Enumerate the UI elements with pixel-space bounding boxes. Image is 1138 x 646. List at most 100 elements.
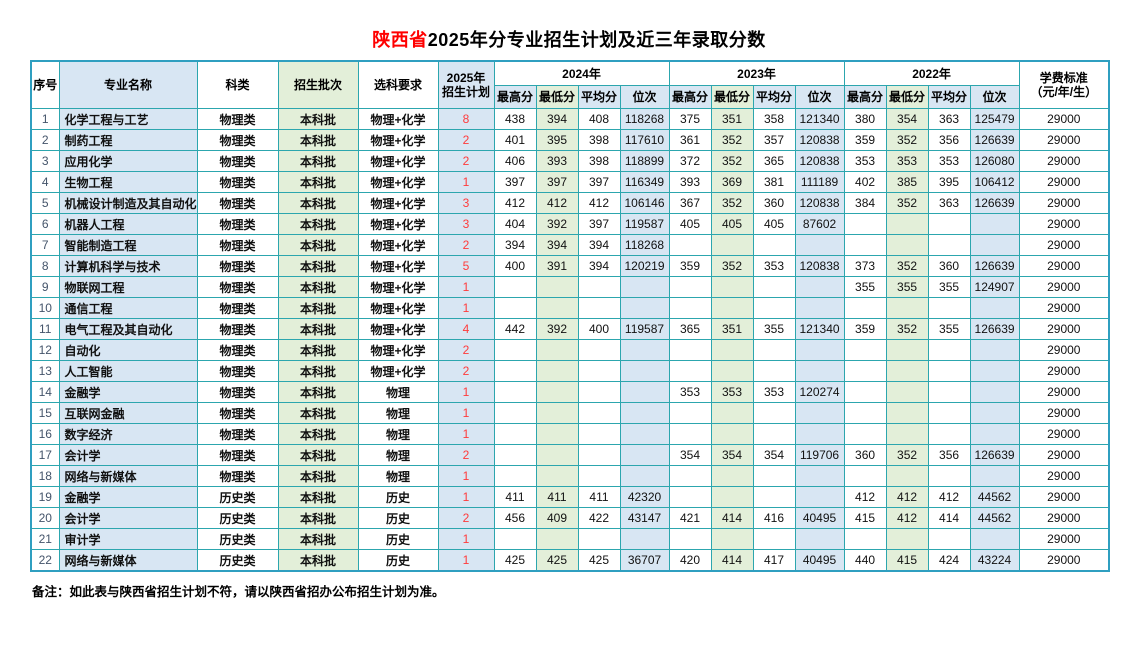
cell-avg-2022 bbox=[927, 360, 971, 382]
cell-no: 12 bbox=[30, 339, 60, 361]
cell-min-2023 bbox=[710, 234, 754, 256]
cell-kelei: 物理类 bbox=[196, 318, 279, 340]
cell-min-2022 bbox=[885, 402, 929, 424]
cell-no: 20 bbox=[30, 507, 60, 529]
cell-rank-2022 bbox=[969, 213, 1020, 235]
cell-rank-2022 bbox=[969, 528, 1020, 550]
cell-max-2023: 354 bbox=[668, 444, 712, 466]
cell-max-2024 bbox=[493, 465, 537, 487]
cell-rank-2023: 40495 bbox=[794, 507, 845, 529]
cell-no: 17 bbox=[30, 444, 60, 466]
cell-min-2024: 392 bbox=[535, 318, 579, 340]
cell-min-2022: 352 bbox=[885, 318, 929, 340]
cell-rank-2022 bbox=[969, 423, 1020, 445]
cell-max-2022: 359 bbox=[843, 129, 887, 151]
cell-tuition: 29000 bbox=[1018, 318, 1110, 340]
cell-min-2022: 412 bbox=[885, 507, 929, 529]
cell-avg-2023: 365 bbox=[752, 150, 796, 172]
cell-max-2023 bbox=[668, 465, 712, 487]
cell-max-2023: 353 bbox=[668, 381, 712, 403]
cell-major: 自动化 bbox=[58, 339, 198, 361]
cell-avg-2024 bbox=[577, 360, 621, 382]
table-body: 1 化学工程与工艺 物理类 本科批 物理+化学 8 438 394 408 118268 375 35… bbox=[30, 108, 1110, 572]
cell-tuition: 29000 bbox=[1018, 297, 1110, 319]
cell-rank-2022 bbox=[969, 297, 1020, 319]
cell-plan: 5 bbox=[437, 255, 495, 277]
cell-req: 物理+化学 bbox=[357, 213, 439, 235]
cell-no: 21 bbox=[30, 528, 60, 550]
cell-rank-2023 bbox=[794, 297, 845, 319]
cell-min-2024: 425 bbox=[535, 549, 579, 572]
cell-kelei: 物理类 bbox=[196, 339, 279, 361]
cell-major: 智能制造工程 bbox=[58, 234, 198, 256]
cell-plan: 2 bbox=[437, 507, 495, 529]
cell-major: 会计学 bbox=[58, 507, 198, 529]
cell-rank-2023 bbox=[794, 528, 845, 550]
cell-rank-2024 bbox=[619, 465, 670, 487]
cell-no: 11 bbox=[30, 318, 60, 340]
cell-major: 人工智能 bbox=[58, 360, 198, 382]
cell-max-2023: 405 bbox=[668, 213, 712, 235]
table-row: 8 计算机科学与技术 物理类 本科批 物理+化学 5 400 391 394 120219 359 3… bbox=[30, 255, 1110, 277]
cell-min-2023 bbox=[710, 423, 754, 445]
cell-min-2023: 405 bbox=[710, 213, 754, 235]
cell-avg-2023: 360 bbox=[752, 192, 796, 214]
cell-avg-2022: 356 bbox=[927, 444, 971, 466]
subheader-2022-avg: 平均分 bbox=[927, 85, 971, 109]
cell-kelei: 物理类 bbox=[196, 129, 279, 151]
subheader-2022-rank: 位次 bbox=[969, 85, 1020, 109]
table-row: 10 通信工程 物理类 本科批 物理+化学 1 29000 bbox=[30, 297, 1110, 319]
cell-no: 6 bbox=[30, 213, 60, 235]
cell-min-2024 bbox=[535, 297, 579, 319]
cell-max-2023: 421 bbox=[668, 507, 712, 529]
cell-major: 计算机科学与技术 bbox=[58, 255, 198, 277]
cell-rank-2024 bbox=[619, 339, 670, 361]
cell-rank-2023 bbox=[794, 486, 845, 508]
cell-batch: 本科批 bbox=[277, 465, 359, 487]
cell-max-2024 bbox=[493, 339, 537, 361]
cell-rank-2024: 36707 bbox=[619, 549, 670, 572]
cell-req: 物理+化学 bbox=[357, 129, 439, 151]
cell-max-2024: 394 bbox=[493, 234, 537, 256]
cell-rank-2023: 120838 bbox=[794, 192, 845, 214]
cell-min-2023 bbox=[710, 360, 754, 382]
cell-max-2022: 355 bbox=[843, 276, 887, 298]
cell-max-2022: 380 bbox=[843, 108, 887, 130]
cell-no: 19 bbox=[30, 486, 60, 508]
cell-plan: 3 bbox=[437, 192, 495, 214]
cell-major: 生物工程 bbox=[58, 171, 198, 193]
cell-max-2024 bbox=[493, 444, 537, 466]
cell-min-2024: 394 bbox=[535, 108, 579, 130]
cell-min-2022: 354 bbox=[885, 108, 929, 130]
year-header-2023: 2023年 bbox=[668, 60, 845, 86]
cell-max-2024: 425 bbox=[493, 549, 537, 572]
cell-max-2024: 456 bbox=[493, 507, 537, 529]
cell-max-2024 bbox=[493, 276, 537, 298]
cell-avg-2024 bbox=[577, 423, 621, 445]
cell-min-2024 bbox=[535, 444, 579, 466]
cell-major: 会计学 bbox=[58, 444, 198, 466]
cell-plan: 1 bbox=[437, 381, 495, 403]
cell-max-2022: 384 bbox=[843, 192, 887, 214]
subheader-2024-avg: 平均分 bbox=[577, 85, 621, 109]
cell-min-2024: 397 bbox=[535, 171, 579, 193]
cell-major: 机械设计制造及其自动化 bbox=[58, 192, 198, 214]
cell-avg-2022: 395 bbox=[927, 171, 971, 193]
cell-max-2023: 420 bbox=[668, 549, 712, 572]
year-header-2022: 2022年 bbox=[843, 60, 1020, 86]
cell-batch: 本科批 bbox=[277, 150, 359, 172]
cell-no: 9 bbox=[30, 276, 60, 298]
cell-min-2022: 415 bbox=[885, 549, 929, 572]
cell-rank-2023: 120838 bbox=[794, 129, 845, 151]
cell-kelei: 物理类 bbox=[196, 381, 279, 403]
cell-tuition: 29000 bbox=[1018, 234, 1110, 256]
cell-max-2023 bbox=[668, 528, 712, 550]
cell-avg-2022 bbox=[927, 423, 971, 445]
cell-tuition: 29000 bbox=[1018, 360, 1110, 382]
cell-avg-2023: 381 bbox=[752, 171, 796, 193]
cell-req: 物理+化学 bbox=[357, 150, 439, 172]
cell-min-2024 bbox=[535, 423, 579, 445]
cell-min-2022: 385 bbox=[885, 171, 929, 193]
cell-kelei: 历史类 bbox=[196, 486, 279, 508]
